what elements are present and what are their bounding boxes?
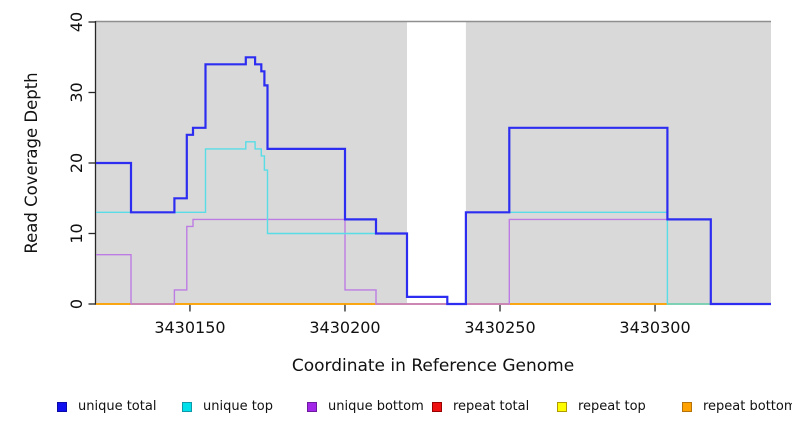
legend-entry-repeat-bottom: repeat bottom bbox=[682, 398, 792, 416]
legend-swatch-unique-total bbox=[57, 402, 67, 412]
legend-label: unique bottom bbox=[328, 399, 424, 414]
legend-entry-unique-top: unique top bbox=[182, 398, 273, 416]
y-tick-label: 40 bbox=[67, 12, 86, 32]
legend-entry-repeat-total: repeat total bbox=[432, 398, 529, 416]
legend-entry-unique-bottom: unique bottom bbox=[307, 398, 424, 416]
legend-swatch-repeat-top bbox=[557, 402, 567, 412]
legend-label: unique top bbox=[203, 399, 274, 414]
legend-swatch-repeat-bottom bbox=[682, 402, 692, 412]
y-tick-label: 10 bbox=[67, 223, 86, 243]
legend: unique total unique top unique bottom repea… bbox=[0, 398, 792, 416]
legend-swatch-unique-top bbox=[182, 402, 192, 412]
background-band bbox=[465, 22, 771, 304]
legend-label: unique total bbox=[78, 399, 157, 414]
x-tick-label: 3430250 bbox=[464, 318, 535, 337]
legend-label: repeat total bbox=[453, 399, 530, 414]
background-band bbox=[96, 22, 407, 304]
x-axis-label: Coordinate in Reference Genome bbox=[292, 356, 574, 376]
series-line-unique-total bbox=[96, 56, 771, 306]
legend-swatch-unique-bottom bbox=[307, 402, 317, 412]
x-tick-label: 3430200 bbox=[309, 318, 380, 337]
x-tick-label: 3430150 bbox=[154, 318, 225, 337]
y-tick-label: 30 bbox=[67, 82, 86, 102]
legend-swatch-repeat-total bbox=[432, 402, 442, 412]
y-axis-label: Read Coverage Depth bbox=[22, 72, 41, 253]
legend-entry-unique-total: unique total bbox=[57, 398, 156, 416]
series-line-unique-bottom bbox=[96, 218, 771, 305]
x-tick-label: 3430300 bbox=[619, 318, 690, 337]
y-tick-label: 20 bbox=[67, 153, 86, 173]
legend-entry-repeat-top: repeat top bbox=[557, 398, 646, 416]
legend-label: repeat top bbox=[578, 399, 646, 414]
legend-label: repeat bottom bbox=[703, 399, 792, 414]
y-tick-label: 0 bbox=[67, 299, 86, 309]
